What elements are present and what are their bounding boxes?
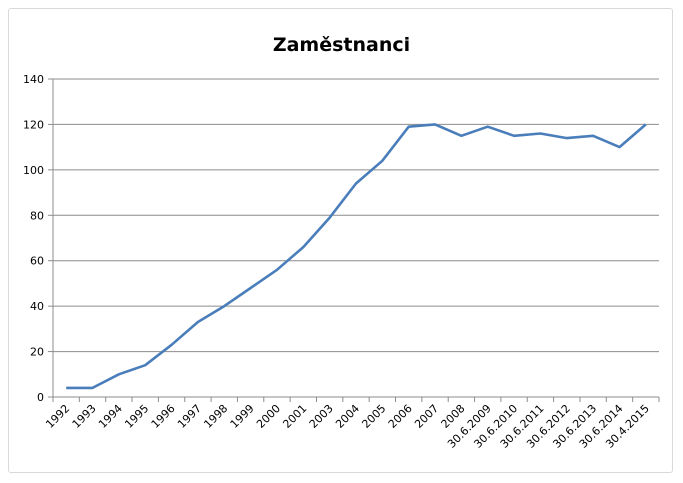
y-tick-label: 40 xyxy=(30,300,44,313)
y-tick-label: 120 xyxy=(23,118,44,131)
x-tick-label: 1997 xyxy=(175,402,204,431)
x-tick-label: 1994 xyxy=(96,402,125,431)
x-tick-label: 1998 xyxy=(201,402,230,431)
y-tick-label: 60 xyxy=(30,255,44,268)
x-tick-label: 2003 xyxy=(307,402,336,431)
x-tick-label: 1996 xyxy=(149,402,178,431)
y-tick-label: 140 xyxy=(23,73,44,86)
x-tick-label: 2007 xyxy=(412,402,441,431)
series-line xyxy=(66,123,647,390)
x-tick-label: 2000 xyxy=(254,402,283,431)
x-tick-label: 2004 xyxy=(333,402,362,431)
x-tick-label: 2005 xyxy=(359,402,388,431)
y-tick-label: 0 xyxy=(37,391,44,404)
y-tick-label: 20 xyxy=(30,346,44,359)
x-tick-label: 1993 xyxy=(70,402,99,431)
y-tick-label: 100 xyxy=(23,164,44,177)
x-tick-label: 1992 xyxy=(43,402,72,431)
chart-title: Zaměstnanci xyxy=(272,34,411,56)
x-tick-label: 1995 xyxy=(122,402,151,431)
x-tick-label: 2006 xyxy=(386,402,415,431)
x-tick-label: 2001 xyxy=(280,402,309,431)
x-tick-label: 1999 xyxy=(228,402,257,431)
chart-frame xyxy=(8,8,673,473)
y-tick-label: 80 xyxy=(30,209,44,222)
